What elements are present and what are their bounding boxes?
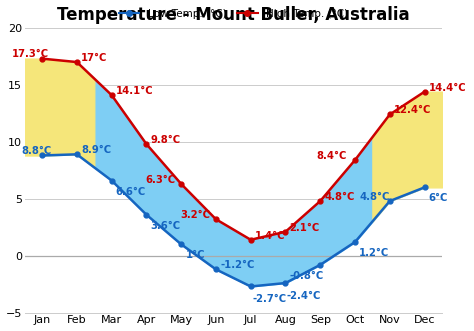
Text: 8.9°C: 8.9°C bbox=[81, 145, 111, 155]
Text: 9.8°C: 9.8°C bbox=[151, 135, 181, 145]
Text: 4.8°C: 4.8°C bbox=[359, 192, 390, 202]
Text: 2.1°C: 2.1°C bbox=[290, 223, 320, 233]
Text: 12.4°C: 12.4°C bbox=[394, 105, 431, 115]
Text: 6.6°C: 6.6°C bbox=[116, 187, 146, 197]
Text: 17°C: 17°C bbox=[81, 53, 108, 63]
Title: Temperature - Mount Buller, Australia: Temperature - Mount Buller, Australia bbox=[57, 6, 410, 24]
Text: 8.4°C: 8.4°C bbox=[316, 151, 346, 161]
Text: 8.8°C: 8.8°C bbox=[21, 146, 52, 156]
Text: 14.1°C: 14.1°C bbox=[116, 86, 154, 96]
Legend: Low Temp. (°C), High Temp. (°C): Low Temp. (°C), High Temp. (°C) bbox=[114, 5, 352, 23]
Text: 17.3°C: 17.3°C bbox=[11, 49, 49, 60]
Text: 6.3°C: 6.3°C bbox=[145, 175, 175, 185]
Text: 4.8°C: 4.8°C bbox=[324, 192, 355, 202]
Text: -1.2°C: -1.2°C bbox=[220, 260, 255, 270]
Text: 1°C: 1°C bbox=[185, 251, 205, 260]
Text: -0.8°C: -0.8°C bbox=[290, 271, 324, 281]
Text: 1.2°C: 1.2°C bbox=[359, 248, 390, 258]
Text: -2.7°C: -2.7°C bbox=[252, 294, 286, 304]
Text: 3.2°C: 3.2°C bbox=[180, 210, 210, 220]
Text: 3.6°C: 3.6°C bbox=[151, 221, 181, 231]
Text: 1.4°C: 1.4°C bbox=[255, 231, 285, 241]
Text: 6°C: 6°C bbox=[429, 194, 448, 204]
Text: -2.4°C: -2.4°C bbox=[287, 291, 321, 301]
Text: 14.4°C: 14.4°C bbox=[429, 82, 466, 92]
